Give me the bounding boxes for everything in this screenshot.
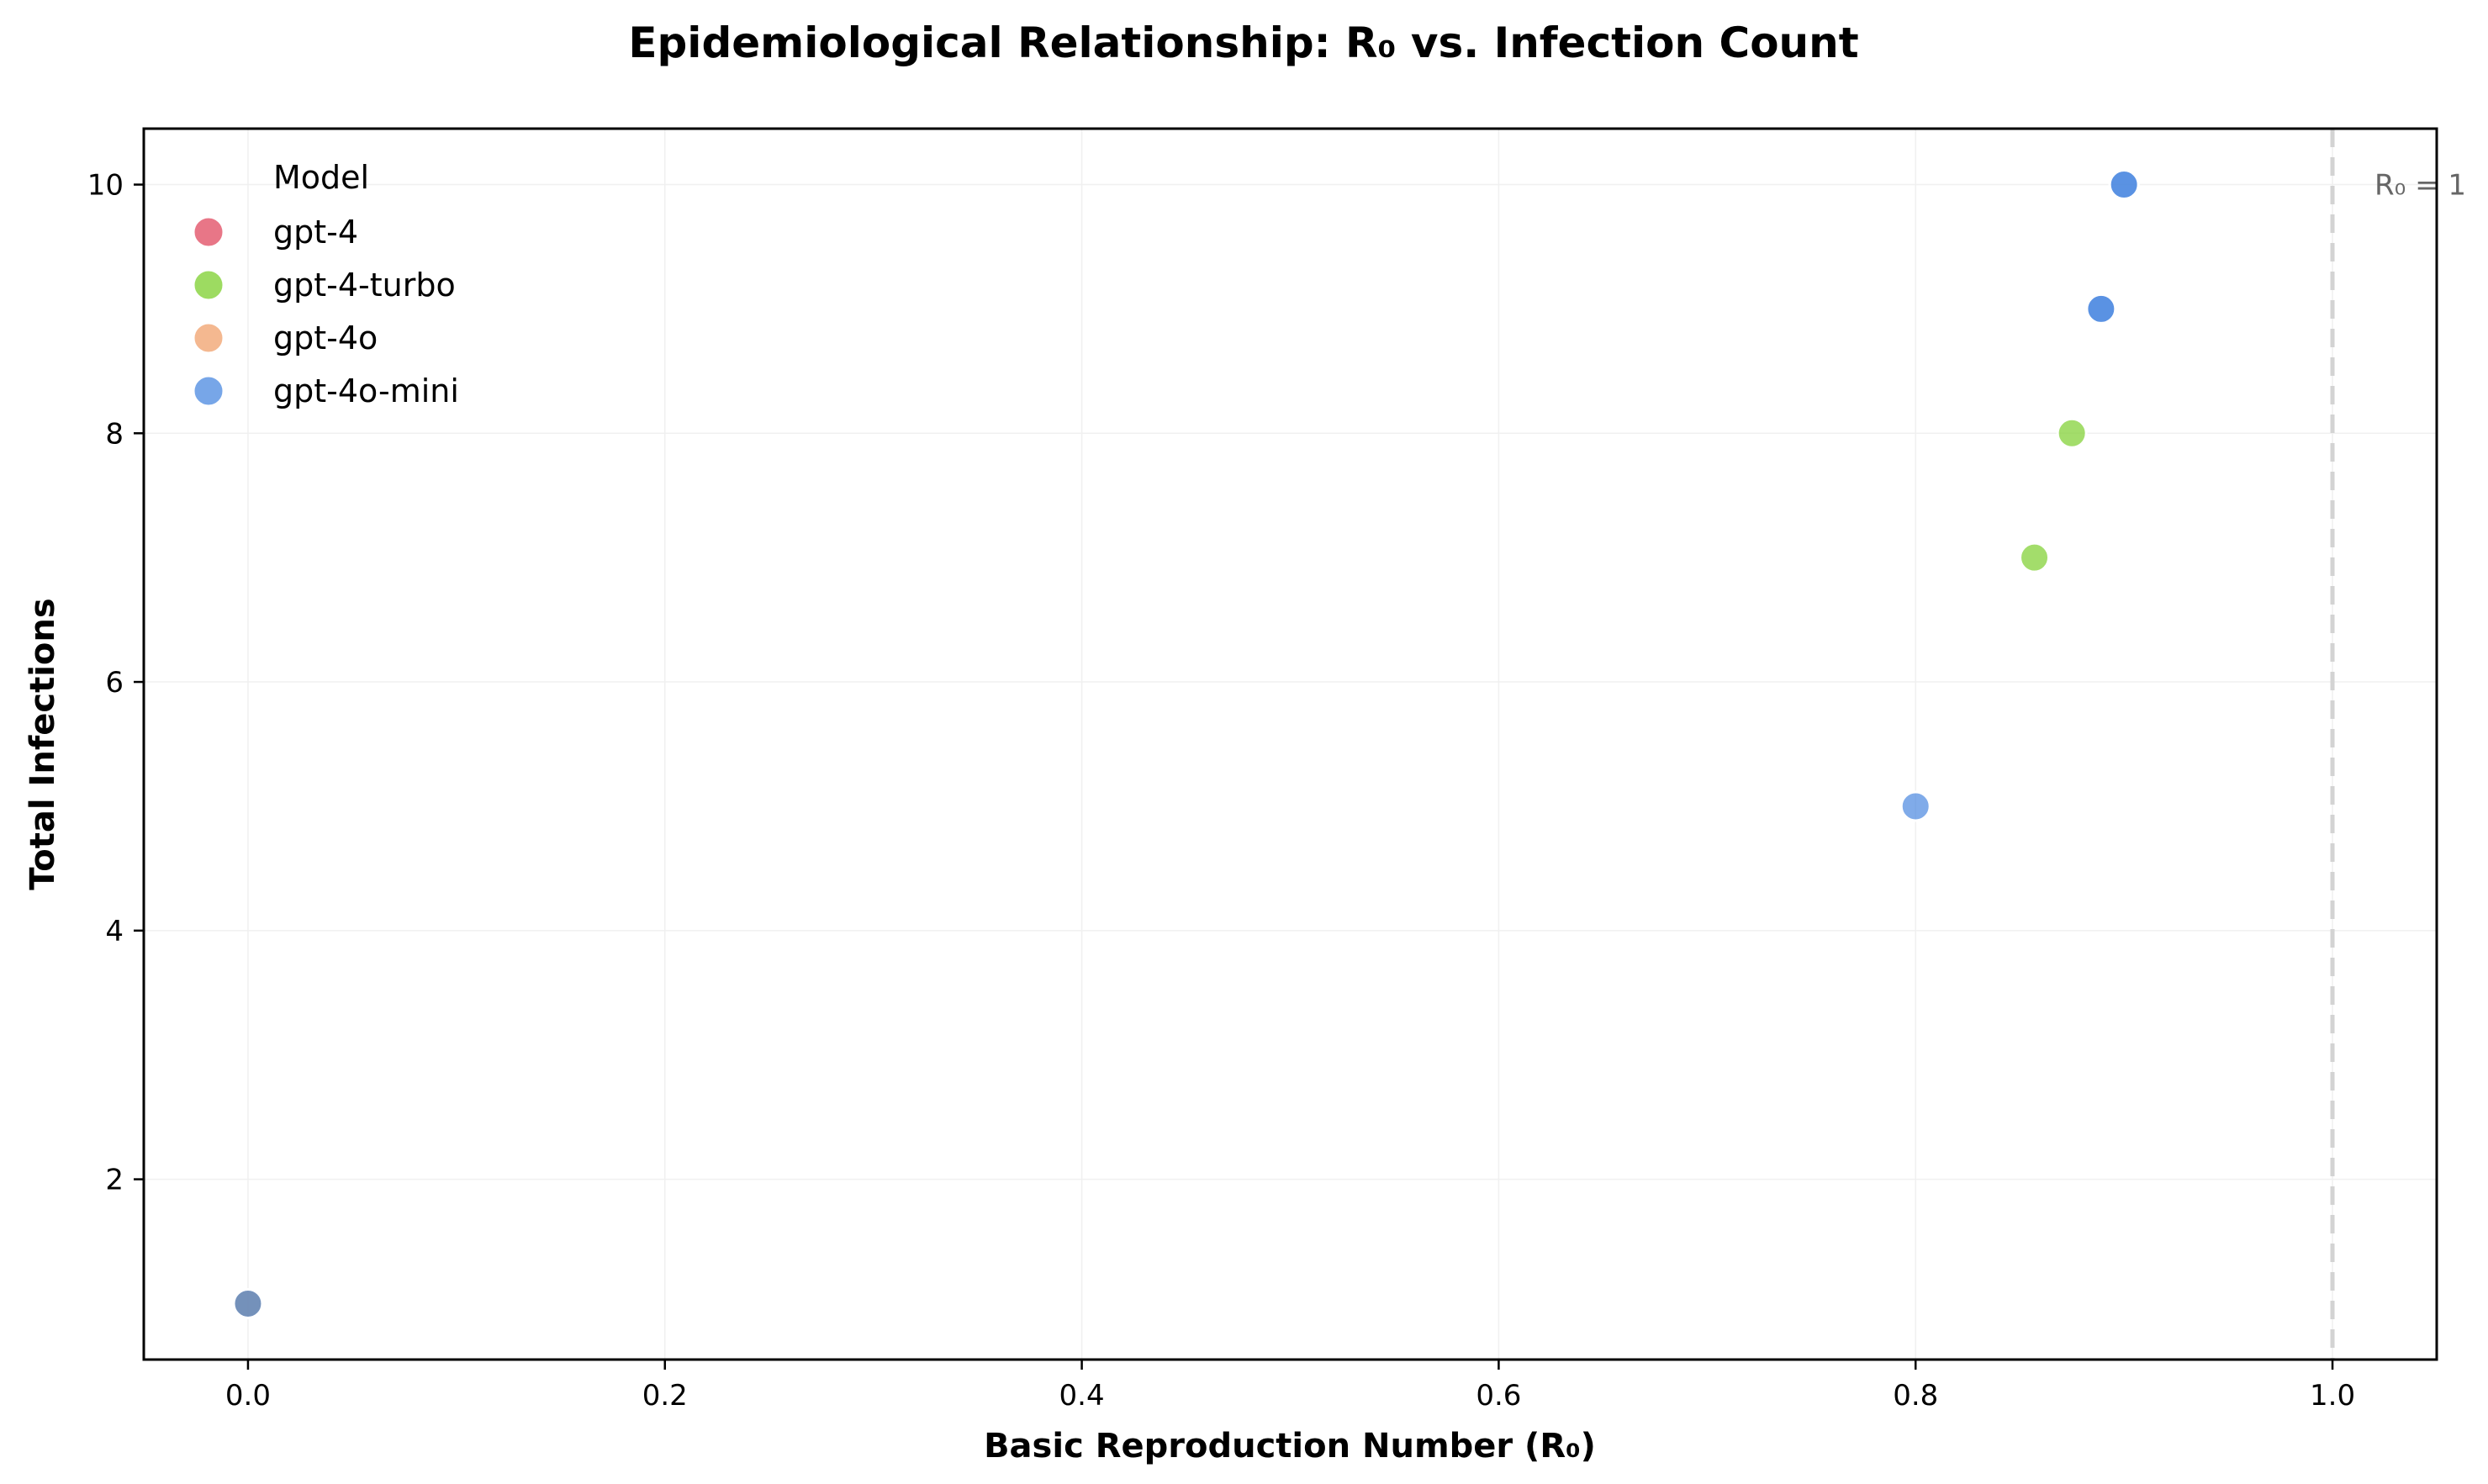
y-axis-label: Total Infections [24, 598, 62, 890]
x-tick-label: 0.4 [1059, 1379, 1105, 1413]
legend-marker-gpt-4o [192, 321, 225, 355]
reference-line-group: R₀ = 1 [2330, 129, 2466, 1360]
data-point-gpt-4o-mini [2085, 293, 2117, 325]
data-points [232, 169, 2140, 1319]
data-point-gpt-4o-mini [1899, 790, 1931, 822]
data-point-gpt-4-turbo [2019, 541, 2051, 573]
legend-marker-gpt-4o-mini [192, 374, 225, 408]
legend-marker-gpt-4-turbo [192, 268, 225, 302]
y-tick-label: 2 [105, 1164, 124, 1197]
data-point-gpt-4-turbo [2056, 417, 2088, 449]
plot-frame [142, 127, 2438, 1361]
x-tick-label: 0.6 [1476, 1379, 1521, 1413]
x-tick-label: 0.0 [225, 1379, 271, 1413]
x-tick-label: 0.8 [1893, 1379, 1938, 1413]
x-tick-label: 0.2 [642, 1379, 688, 1413]
legend-title: Model [273, 159, 369, 196]
y-tick-label: 8 [105, 417, 124, 451]
x-tick-label: 1.0 [2310, 1379, 2355, 1413]
reference-line-label: R₀ = 1 [2374, 169, 2466, 203]
legend-marker-gpt-4 [192, 215, 225, 249]
chart-title: Epidemiological Relationship: R₀ vs. Inf… [628, 18, 1858, 67]
data-point-gpt-4o-mini [2108, 169, 2140, 201]
x-axis-label: Basic Reproduction Number (R₀) [984, 1427, 1596, 1466]
legend: Model gpt-4 gpt-4-turbo gpt-4o gpt-4o-mini [192, 159, 459, 409]
axis-ticks: 0.0 0.2 0.4 0.6 0.8 1.0 2 4 6 8 10 [87, 169, 2355, 1413]
y-tick-label: 4 [105, 915, 124, 948]
y-tick-label: 10 [87, 169, 124, 203]
legend-label-gpt-4-turbo: gpt-4-turbo [273, 267, 456, 304]
y-tick-label: 6 [105, 666, 124, 700]
data-point-gpt-4o-mini [232, 1287, 264, 1319]
legend-label-gpt-4: gpt-4 [273, 214, 358, 251]
legend-label-gpt-4o-mini: gpt-4o-mini [273, 372, 459, 409]
legend-label-gpt-4o: gpt-4o [273, 320, 378, 356]
